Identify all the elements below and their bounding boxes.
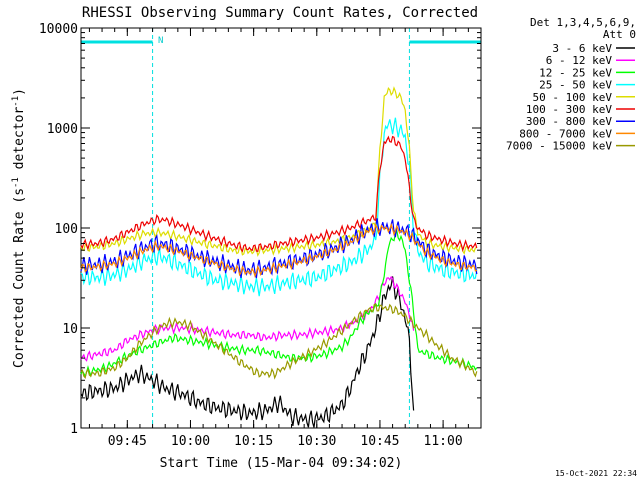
x-tick-label-5: 11:00 [424, 434, 463, 449]
legend-header-1: Det 1,3,4,5,6,9, [530, 16, 636, 29]
series-line-3 [80, 117, 478, 297]
y-axis-label-end: ) [12, 88, 27, 96]
legend-label-1: 6 - 12 keV [546, 54, 613, 67]
legend-label-4: 50 - 100 keV [533, 91, 613, 104]
legend-label-5: 100 - 300 keV [526, 103, 612, 116]
y-tick-label-2: 100 [55, 222, 78, 237]
series-line-2 [80, 229, 478, 379]
attenuator-mark: N [158, 36, 163, 46]
y-tick-label-0: 1 [70, 422, 78, 437]
y-tick-label-3: 1000 [47, 122, 78, 137]
legend-label-2: 12 - 25 keV [539, 66, 612, 79]
series-line-7 [80, 222, 478, 279]
y-axis-label-sup2: -1 [11, 96, 21, 107]
y-axis-label-sup1: -1 [11, 177, 21, 188]
y-tick-label-1: 10 [62, 322, 78, 337]
legend-label-8: 7000 - 15000 keV [506, 140, 612, 153]
x-tick-label-3: 10:30 [297, 434, 336, 449]
x-tick-label-2: 10:15 [234, 434, 273, 449]
x-tick-label-4: 10:45 [360, 434, 399, 449]
legend-label-7: 800 - 7000 keV [519, 127, 612, 140]
legend-header-2: Att 0 [603, 28, 636, 41]
y-axis-label: Corrected Count Rate (s-1 detector-1) [11, 88, 27, 368]
series-line-8 [80, 303, 478, 380]
x-axis-label: Start Time (15-Mar-04 09:34:02) [160, 456, 403, 471]
series-layer [80, 86, 478, 428]
x-tick-label-0: 09:45 [108, 434, 147, 449]
x-tick-label-1: 10:00 [171, 434, 210, 449]
y-axis-label-main: Corrected Count Rate (s [12, 188, 27, 368]
axes-layer: 1 10 100 1000 10000 09:45 10:00 10:15 10:30 10:45… [39, 22, 481, 449]
timestamp: 15-Oct-2021 22:34 [555, 469, 637, 478]
series-line-0 [80, 276, 415, 428]
y-axis-label-mid: detector [12, 107, 27, 178]
series-line-4 [80, 86, 478, 257]
legend-label-6: 300 - 800 keV [526, 115, 612, 128]
series-line-6 [80, 218, 478, 279]
legend-label-3: 25 - 50 keV [539, 79, 612, 92]
chart-title: RHESSI Observing Summary Count Rates, Co… [82, 5, 478, 21]
legend-label-0: 3 - 6 keV [552, 42, 612, 55]
y-tick-label-4: 10000 [39, 22, 78, 37]
series-line-5 [80, 135, 478, 253]
series-line-1 [80, 275, 415, 362]
